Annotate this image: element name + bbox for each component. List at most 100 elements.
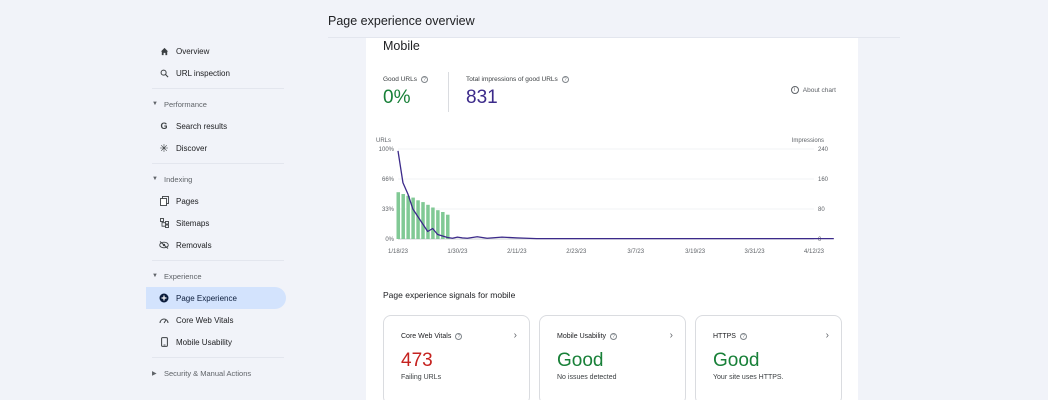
signals-title: Page experience signals for mobile	[383, 290, 516, 300]
caret-down-icon: ▼	[152, 273, 158, 279]
signal-value: Good	[557, 350, 604, 371]
home-icon	[158, 45, 170, 57]
divider	[152, 88, 284, 89]
impressions-line	[397, 150, 834, 240]
sidebar-item-label: Page Experience	[176, 293, 237, 303]
signal-card-https[interactable]: HTTPS ? › Good Your site uses HTTPS.	[695, 315, 842, 400]
sidebar-item-label: Overview	[176, 46, 210, 56]
signal-value: Good	[713, 350, 760, 371]
section-security[interactable]: ▶ Security & Manual Actions	[146, 362, 286, 384]
phone-icon	[158, 336, 170, 348]
page-header: Page experience overview	[328, 0, 900, 38]
sidebar-item-label: Discover	[176, 143, 208, 153]
chevron-right-icon[interactable]: ›	[513, 330, 517, 341]
help-icon[interactable]: ?	[455, 333, 463, 340]
section-label: Indexing	[164, 174, 193, 184]
metric-divider	[448, 72, 449, 112]
section-experience[interactable]: ▼ Experience	[146, 265, 286, 287]
page-experience-chart: URLs Impressions 100% 66% 33% 0% 240 160 80 0 1/18…	[376, 138, 834, 255]
right-tick-label: 240	[818, 147, 829, 153]
sidebar-item-overview[interactable]: Overview	[146, 40, 286, 62]
chevron-right-icon[interactable]: ›	[825, 330, 829, 341]
section-label: Experience	[164, 271, 202, 281]
bar	[426, 204, 430, 239]
help-icon[interactable]: ?	[420, 76, 428, 83]
sidebar-item-page-experience[interactable]: Page Experience	[146, 287, 286, 309]
sidebar-item-url-inspection[interactable]: URL inspection	[146, 62, 286, 84]
google-g-icon: G	[160, 121, 168, 131]
bar	[436, 210, 440, 239]
about-chart-link[interactable]: i About chart	[790, 86, 836, 94]
plus-circle-icon	[158, 292, 170, 304]
impressions-value: 831	[466, 87, 498, 108]
gauge-icon	[158, 314, 170, 326]
asterisk-icon: ✳	[159, 142, 169, 155]
info-icon: i	[790, 86, 799, 94]
signal-value: 473	[401, 350, 433, 371]
sidebar: Overview URL inspection ▼ Performance G …	[146, 40, 286, 384]
good-urls-value: 0%	[383, 87, 411, 108]
signal-card-header: Core Web Vitals ?	[401, 333, 463, 340]
pages-icon	[158, 195, 170, 207]
sidebar-item-label: Mobile Usability	[176, 337, 233, 347]
sidebar-item-mobile-usability[interactable]: Mobile Usability	[146, 331, 286, 353]
signal-label: Mobile Usability	[557, 333, 607, 340]
section-performance[interactable]: ▼ Performance	[146, 93, 286, 115]
left-tick-label: 100%	[379, 147, 395, 153]
x-tick-label: 3/7/23	[627, 249, 644, 255]
sidebar-item-discover[interactable]: ✳ Discover	[146, 137, 286, 159]
divider	[152, 357, 284, 358]
sidebar-item-sitemaps[interactable]: Sitemaps	[146, 212, 286, 234]
bar	[401, 194, 405, 239]
x-tick-label: 3/31/23	[745, 249, 766, 255]
signal-label: HTTPS	[713, 333, 736, 340]
search-icon	[158, 67, 170, 79]
caret-down-icon: ▼	[152, 176, 158, 182]
help-icon[interactable]: ?	[561, 76, 569, 83]
bar	[411, 197, 415, 239]
sidebar-item-search-results[interactable]: G Search results	[146, 115, 286, 137]
help-icon[interactable]: ?	[610, 333, 618, 340]
right-axis-label: Impressions	[792, 138, 824, 144]
sidebar-item-label: Search results	[176, 121, 228, 131]
section-label: Security & Manual Actions	[164, 368, 252, 378]
chevron-right-icon[interactable]: ›	[669, 330, 673, 341]
sidebar-item-removals[interactable]: Removals	[146, 234, 286, 256]
sidebar-item-label: Sitemaps	[176, 218, 210, 228]
help-icon[interactable]: ?	[739, 333, 747, 340]
left-tick-label: 33%	[382, 207, 395, 213]
x-tick-label: 2/23/23	[566, 249, 587, 255]
signal-card-core-web-vitals[interactable]: Core Web Vitals ? › 473 Failing URLs	[383, 315, 530, 400]
signal-card-header: HTTPS ?	[713, 333, 747, 340]
right-tick-label: 160	[818, 177, 829, 183]
signal-label: Core Web Vitals	[401, 333, 452, 340]
x-tick-label: 2/11/23	[507, 249, 527, 255]
section-indexing[interactable]: ▼ Indexing	[146, 168, 286, 190]
signal-subtext: Failing URLs	[401, 374, 442, 381]
device-title: Mobile	[383, 39, 420, 53]
signal-card-header: Mobile Usability ?	[557, 333, 618, 340]
left-tick-label: 0%	[385, 237, 394, 243]
x-tick-label: 3/19/23	[685, 249, 706, 255]
impressions-metric-label: Total impressions of good URLs ?	[466, 76, 569, 83]
sitemap-icon	[158, 217, 170, 229]
sidebar-item-label: Pages	[176, 196, 199, 206]
signal-subtext: Your site uses HTTPS.	[713, 374, 784, 381]
metric-label-text: Good URLs	[383, 76, 417, 83]
x-tick-label: 4/12/23	[804, 249, 825, 255]
sidebar-item-pages[interactable]: Pages	[146, 190, 286, 212]
sidebar-item-label: Removals	[176, 240, 212, 250]
x-tick-label: 1/30/23	[447, 249, 468, 255]
metric-label-text: Total impressions of good URLs	[466, 76, 558, 83]
right-tick-label: 0	[818, 237, 822, 243]
bar	[421, 202, 425, 239]
signal-card-mobile-usability[interactable]: Mobile Usability ? › Good No issues dete…	[539, 315, 686, 400]
eye-off-icon	[158, 239, 170, 251]
caret-down-icon: ▼	[152, 101, 158, 107]
good-urls-metric-label: Good URLs ?	[383, 76, 428, 83]
about-chart-label: About chart	[802, 86, 836, 94]
bar	[446, 214, 450, 239]
divider	[152, 260, 284, 261]
sidebar-item-core-web-vitals[interactable]: Core Web Vitals	[146, 309, 286, 331]
x-tick-label: 1/18/23	[388, 249, 409, 255]
